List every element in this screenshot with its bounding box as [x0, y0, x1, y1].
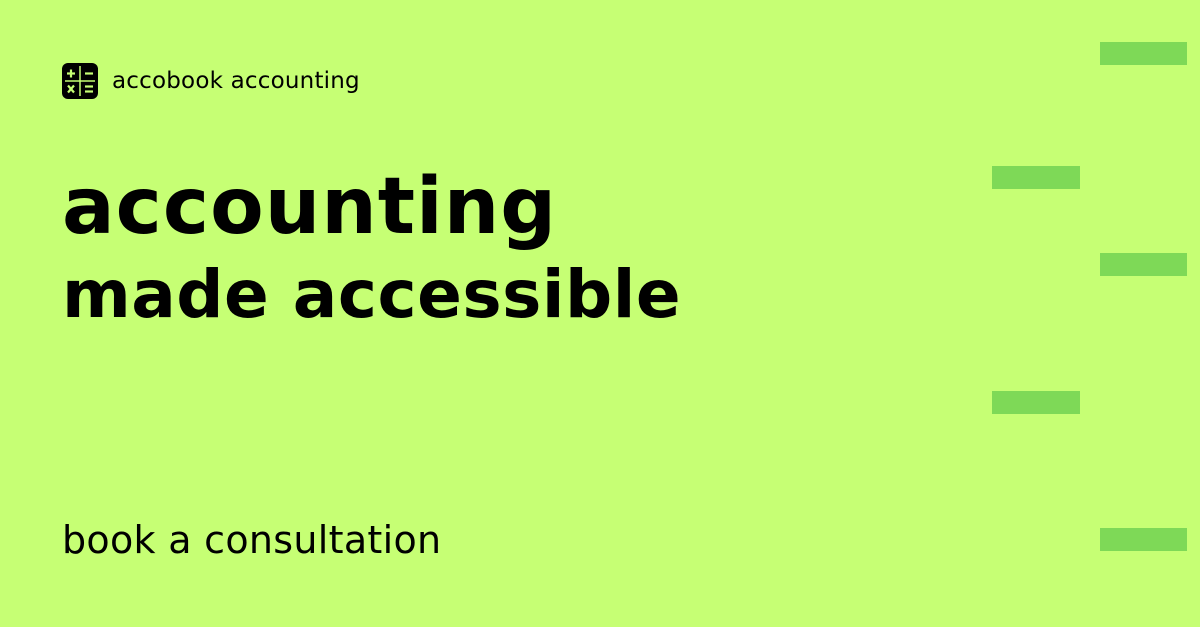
book-consultation-link[interactable]: book a consultation [62, 518, 442, 562]
headline: accounting made accessible [62, 160, 681, 336]
decorative-dash [992, 391, 1080, 414]
decorative-dash [1100, 42, 1187, 65]
calculator-icon [62, 63, 98, 99]
decorative-dash [1100, 253, 1187, 276]
decorative-dash [992, 166, 1080, 189]
brand-name: accobook accounting [112, 67, 360, 94]
headline-line-2: made accessible [62, 256, 682, 333]
headline-line-1: accounting [62, 162, 558, 252]
decorative-dash [1100, 528, 1187, 551]
brand: accobook accounting [62, 63, 360, 99]
